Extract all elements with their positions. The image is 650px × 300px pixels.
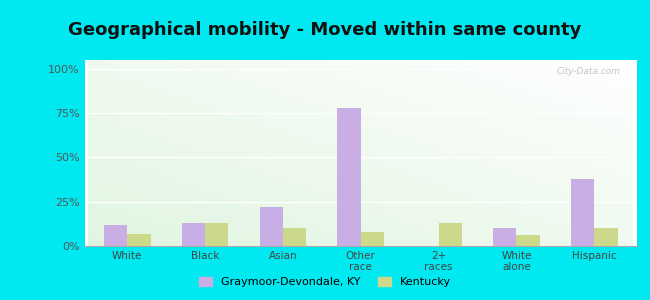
Bar [571,179,594,246]
Bar [337,108,361,246]
Bar [127,234,151,246]
Bar [594,228,618,246]
Legend: Graymoor-Devondale, KY, Kentucky: Graymoor-Devondale, KY, Kentucky [195,272,455,291]
Bar [439,223,462,246]
Bar [516,236,540,246]
Bar [259,207,283,246]
Bar [283,228,306,246]
Bar [361,232,384,246]
Bar [205,223,228,246]
Bar [182,223,205,246]
Bar [104,225,127,246]
Bar [493,228,516,246]
Text: Geographical mobility - Moved within same county: Geographical mobility - Moved within sam… [68,21,582,39]
Text: City-Data.com: City-Data.com [556,68,620,76]
